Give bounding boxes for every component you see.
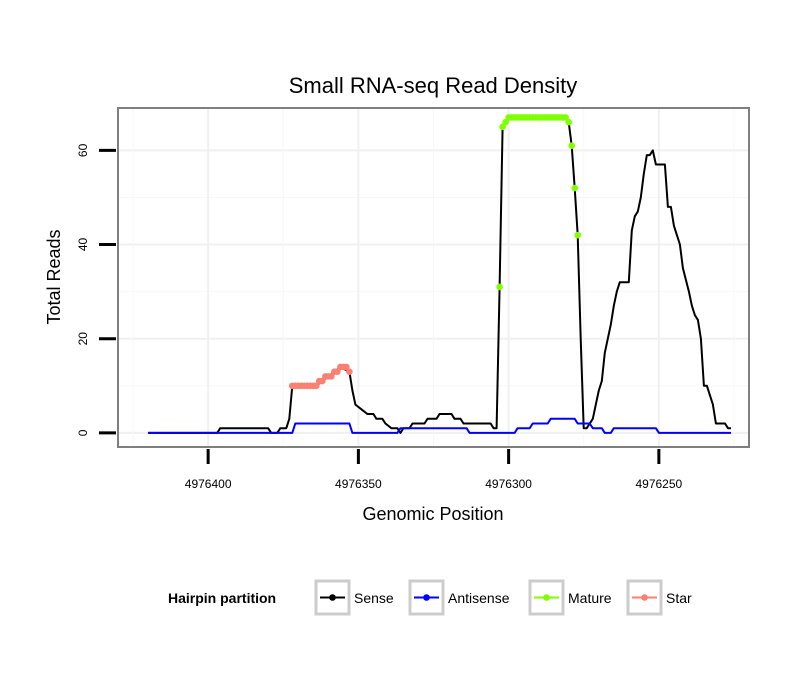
- legend-key-point: [329, 594, 336, 601]
- plot-border: [117, 107, 750, 448]
- mature-point: [496, 283, 503, 291]
- star-point: [334, 368, 341, 375]
- legend-key-point: [641, 594, 648, 601]
- y-axis-title: Total Reads: [44, 229, 64, 324]
- y-tick-label: 40: [76, 238, 90, 252]
- legend-label-star: Star: [666, 590, 692, 606]
- legend-label-mature: Mature: [568, 590, 612, 606]
- y-tick-label: 0: [76, 429, 90, 436]
- mature-point: [574, 231, 582, 239]
- star-point: [313, 382, 320, 390]
- mature-point: [499, 123, 506, 131]
- legend-items: Sense Antisense Mature Star: [314, 579, 692, 616]
- legend-key-point: [423, 594, 430, 601]
- x-axis-title: Genomic Position: [362, 504, 503, 524]
- legend-title: Hairpin partition: [168, 590, 276, 606]
- mature-point: [562, 114, 570, 121]
- star-point: [346, 368, 353, 375]
- star-point: [328, 373, 335, 380]
- star-point: [319, 377, 326, 385]
- legend: Hairpin partition Sense Antisense Mature St…: [168, 579, 692, 616]
- y-axis: 0 20 40 60: [76, 143, 116, 436]
- x-axis: 4976400 4976350 4976300 4976250: [185, 449, 683, 491]
- mature-point: [568, 142, 576, 149]
- chart-title: Small RNA-seq Read Density: [289, 73, 578, 98]
- y-tick-label: 60: [76, 143, 90, 157]
- legend-key-point: [543, 594, 550, 601]
- y-tick-label: 20: [76, 332, 90, 346]
- legend-label-sense: Sense: [354, 590, 394, 606]
- mature-point: [565, 118, 573, 126]
- star-point: [343, 363, 350, 371]
- mature-point: [571, 184, 579, 192]
- mature-point: [502, 118, 509, 126]
- antisense-line: [148, 417, 731, 434]
- x-tick-label: 4976350: [335, 477, 382, 491]
- x-tick-label: 4976400: [185, 477, 232, 491]
- legend-label-antisense: Antisense: [448, 590, 510, 606]
- x-tick-label: 4976250: [635, 477, 682, 491]
- x-tick-label: 4976300: [485, 477, 532, 491]
- plot-area: [117, 107, 750, 448]
- gridlines: [118, 108, 749, 447]
- series-layer: [148, 114, 731, 434]
